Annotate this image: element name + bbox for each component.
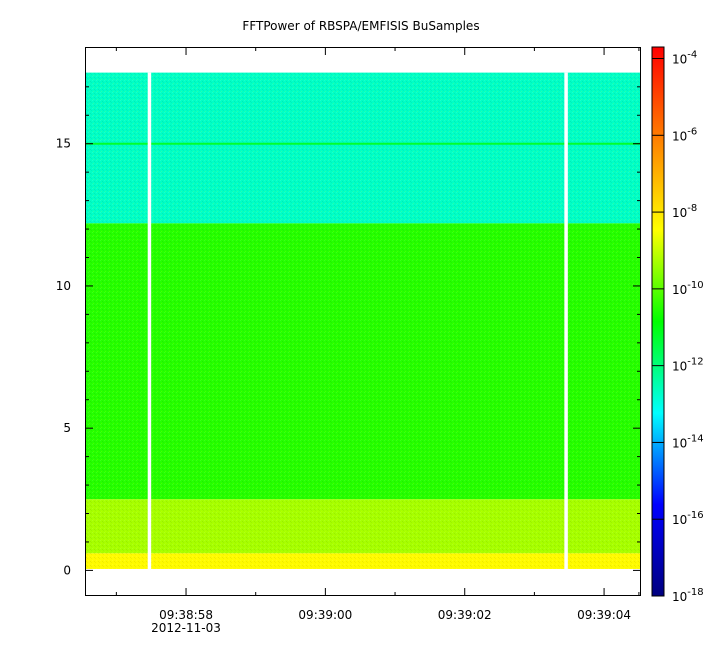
y-axis: 0 5 10 15	[56, 86, 641, 577]
x-date-label: 2012-11-03	[151, 621, 221, 635]
colorbar-tick-label: 10-10	[672, 280, 704, 297]
colorbar-scale	[651, 46, 665, 597]
y-tick-label: 5	[63, 421, 71, 435]
x-axis: 09:38:58 09:39:00 09:39:02 09:39:04 2012-11-…	[115, 47, 640, 635]
colorbar-tick-label: 10-8	[672, 203, 697, 220]
x-tick-label: 09:39:02	[438, 608, 492, 622]
plot-frame	[85, 47, 641, 596]
x-tick-label: 09:39:00	[298, 608, 352, 622]
y-tick-label: 10	[56, 279, 71, 293]
plot-area	[85, 47, 641, 596]
data-gap-1	[564, 72, 568, 569]
spectrogram-texture	[85, 72, 641, 569]
x-tick-label: 09:38:58	[159, 608, 213, 622]
colorbar-tick-label: 10-16	[672, 510, 704, 527]
colorbar-tick-label: 10-14	[672, 433, 704, 450]
y-tick-label: 15	[56, 137, 71, 151]
colorbar-tick-label: 10-18	[672, 587, 704, 604]
colorbar-tick-label: 10-4	[672, 50, 697, 67]
data-gap-0	[147, 72, 152, 569]
colorbar-tick-label: 10-12	[672, 357, 704, 374]
chart-title: FFTPower of RBSPA/EMFISIS BuSamples	[242, 19, 479, 33]
colorbar: 10-4 10-6 10-8 10-10 10-12 10-14 10-16 10-18	[651, 46, 704, 604]
colorbar-tick-label: 10-6	[672, 126, 697, 143]
y-tick-label: 0	[63, 563, 71, 577]
x-tick-label: 09:39:04	[577, 608, 631, 622]
